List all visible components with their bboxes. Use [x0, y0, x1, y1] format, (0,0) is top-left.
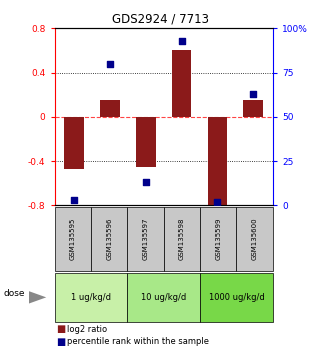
Bar [243, 100, 263, 117]
Point [72, 197, 77, 203]
Text: percentile rank within the sample: percentile rank within the sample [67, 337, 209, 346]
Point [215, 199, 220, 205]
Text: dose: dose [3, 289, 25, 298]
Text: GSM135597: GSM135597 [143, 218, 149, 260]
Text: ■: ■ [56, 337, 65, 347]
Text: GSM135596: GSM135596 [106, 218, 112, 260]
Bar [208, 117, 227, 205]
Text: GSM135598: GSM135598 [179, 218, 185, 260]
Point [179, 38, 184, 44]
Point [251, 91, 256, 97]
Polygon shape [29, 291, 46, 303]
Text: GSM135595: GSM135595 [70, 218, 76, 260]
Text: GSM135599: GSM135599 [215, 218, 221, 260]
Point [143, 179, 148, 185]
Bar [100, 100, 120, 117]
Bar [136, 117, 156, 167]
Text: 10 ug/kg/d: 10 ug/kg/d [141, 293, 186, 302]
Point [108, 61, 113, 67]
Text: GSM135600: GSM135600 [252, 218, 258, 260]
Text: ■: ■ [56, 324, 65, 334]
Bar [172, 51, 191, 117]
Text: log2 ratio: log2 ratio [67, 325, 108, 334]
Bar [65, 117, 84, 169]
Text: GDS2924 / 7713: GDS2924 / 7713 [112, 12, 209, 25]
Text: 1 ug/kg/d: 1 ug/kg/d [71, 293, 111, 302]
Text: 1000 ug/kg/d: 1000 ug/kg/d [209, 293, 265, 302]
